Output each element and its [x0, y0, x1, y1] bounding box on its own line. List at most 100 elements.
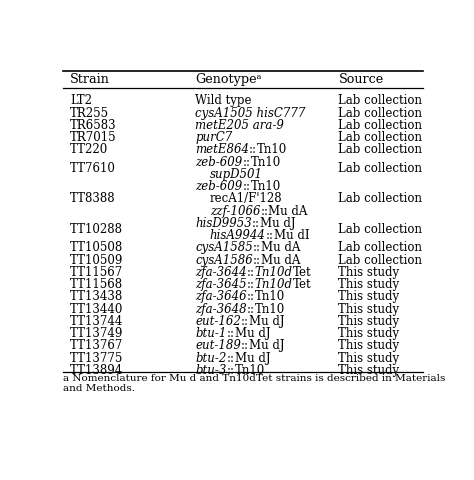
Text: LT2: LT2: [70, 94, 92, 107]
Text: TT11567: TT11567: [70, 266, 124, 279]
Text: This study: This study: [338, 278, 400, 291]
Text: btu-3: btu-3: [195, 364, 227, 377]
Text: Tn10: Tn10: [255, 302, 285, 315]
Text: cysA1585: cysA1585: [195, 241, 253, 254]
Text: TT11568: TT11568: [70, 278, 123, 291]
Text: This study: This study: [338, 364, 400, 377]
Text: TR255: TR255: [70, 107, 109, 120]
Text: eut-189: eut-189: [195, 339, 241, 352]
Text: TR6583: TR6583: [70, 119, 117, 132]
Text: Lab collection: Lab collection: [338, 119, 422, 132]
Text: ::: ::: [247, 290, 255, 303]
Text: Lab collection: Lab collection: [338, 253, 422, 266]
Text: This study: This study: [338, 327, 400, 340]
Text: btu-1: btu-1: [195, 327, 227, 340]
Text: zeb-609: zeb-609: [195, 180, 242, 193]
Text: ::: ::: [227, 327, 235, 340]
Text: Lab collection: Lab collection: [338, 94, 422, 107]
Text: TT13775: TT13775: [70, 351, 124, 365]
Text: ::: ::: [249, 144, 257, 156]
Text: ::: ::: [241, 339, 249, 352]
Text: Tn10d: Tn10d: [255, 266, 293, 279]
Text: metE205 ara-9: metE205 ara-9: [195, 119, 284, 132]
Text: TT13749: TT13749: [70, 327, 124, 340]
Text: This study: This study: [338, 339, 400, 352]
Text: zfa-3645: zfa-3645: [195, 278, 247, 291]
Text: TT13744: TT13744: [70, 315, 124, 328]
Text: TR7015: TR7015: [70, 131, 117, 144]
Text: cysA1505 hisC777: cysA1505 hisC777: [195, 107, 306, 120]
Text: supD501: supD501: [210, 168, 263, 181]
Text: ::: ::: [247, 266, 255, 279]
Text: ::: ::: [260, 204, 268, 217]
Text: This study: This study: [338, 351, 400, 365]
Text: TT13894: TT13894: [70, 364, 124, 377]
Text: purC7: purC7: [195, 131, 232, 144]
Text: Source: Source: [338, 73, 383, 86]
Text: ::: ::: [247, 302, 255, 315]
Text: cysA1586: cysA1586: [195, 253, 253, 266]
Text: ::: ::: [227, 364, 235, 377]
Text: zfa-3644: zfa-3644: [195, 266, 247, 279]
Text: ::: ::: [253, 241, 261, 254]
Text: btu-2: btu-2: [195, 351, 227, 365]
Text: Mu dA: Mu dA: [261, 253, 301, 266]
Text: hisA9944: hisA9944: [210, 229, 266, 242]
Text: TT10509: TT10509: [70, 253, 124, 266]
Text: Lab collection: Lab collection: [338, 144, 422, 156]
Text: ::: ::: [266, 229, 274, 242]
Text: ::: ::: [252, 217, 260, 230]
Text: zfa-3646: zfa-3646: [195, 290, 247, 303]
Text: Mu dI: Mu dI: [274, 229, 310, 242]
Text: zeb-609: zeb-609: [195, 156, 242, 168]
Text: ::: ::: [247, 278, 255, 291]
Text: Mu dA: Mu dA: [261, 241, 301, 254]
Text: Tn10: Tn10: [250, 156, 281, 168]
Text: This study: This study: [338, 266, 400, 279]
Text: ::: ::: [253, 253, 261, 266]
Text: Tn10: Tn10: [257, 144, 287, 156]
Text: Lab collection: Lab collection: [338, 162, 422, 175]
Text: metE864: metE864: [195, 144, 249, 156]
Text: Genotypeᵃ: Genotypeᵃ: [195, 73, 262, 86]
Text: recA1/F'128: recA1/F'128: [210, 192, 283, 205]
Text: Wild type: Wild type: [195, 94, 252, 107]
Text: Tn10: Tn10: [250, 180, 281, 193]
Text: Mu dA: Mu dA: [268, 204, 308, 217]
Text: Tn10d: Tn10d: [255, 278, 293, 291]
Text: hisD9953: hisD9953: [195, 217, 252, 230]
Text: ::: ::: [227, 351, 235, 365]
Text: This study: This study: [338, 290, 400, 303]
Text: Mu dJ: Mu dJ: [260, 217, 296, 230]
Text: TT13440: TT13440: [70, 302, 124, 315]
Text: Mu dJ: Mu dJ: [235, 351, 270, 365]
Text: a Nomenclature for Mu d and Tn10dTet strains is described in Materials
and Metho: a Nomenclature for Mu d and Tn10dTet str…: [63, 373, 445, 393]
Text: Strain: Strain: [70, 73, 110, 86]
Text: zfa-3648: zfa-3648: [195, 302, 247, 315]
Text: Mu dJ: Mu dJ: [249, 315, 285, 328]
Text: TT7610: TT7610: [70, 162, 116, 175]
Text: TT13438: TT13438: [70, 290, 124, 303]
Text: Lab collection: Lab collection: [338, 192, 422, 205]
Text: TT10288: TT10288: [70, 223, 123, 236]
Text: Tn10: Tn10: [255, 290, 285, 303]
Text: ::: ::: [242, 180, 250, 193]
Text: ::: ::: [241, 315, 249, 328]
Text: Lab collection: Lab collection: [338, 107, 422, 120]
Text: Mu dJ: Mu dJ: [249, 339, 285, 352]
Text: TT8388: TT8388: [70, 192, 116, 205]
Text: eut-162: eut-162: [195, 315, 241, 328]
Text: TT10508: TT10508: [70, 241, 124, 254]
Text: This study: This study: [338, 302, 400, 315]
Text: Tet: Tet: [293, 266, 311, 279]
Text: Tet: Tet: [293, 278, 311, 291]
Text: Lab collection: Lab collection: [338, 131, 422, 144]
Text: Mu dJ: Mu dJ: [235, 327, 270, 340]
Text: TT13767: TT13767: [70, 339, 124, 352]
Text: Tn10: Tn10: [235, 364, 265, 377]
Text: This study: This study: [338, 315, 400, 328]
Text: ::: ::: [242, 156, 250, 168]
Text: zzf-1066: zzf-1066: [210, 204, 260, 217]
Text: TT220: TT220: [70, 144, 109, 156]
Text: Lab collection: Lab collection: [338, 241, 422, 254]
